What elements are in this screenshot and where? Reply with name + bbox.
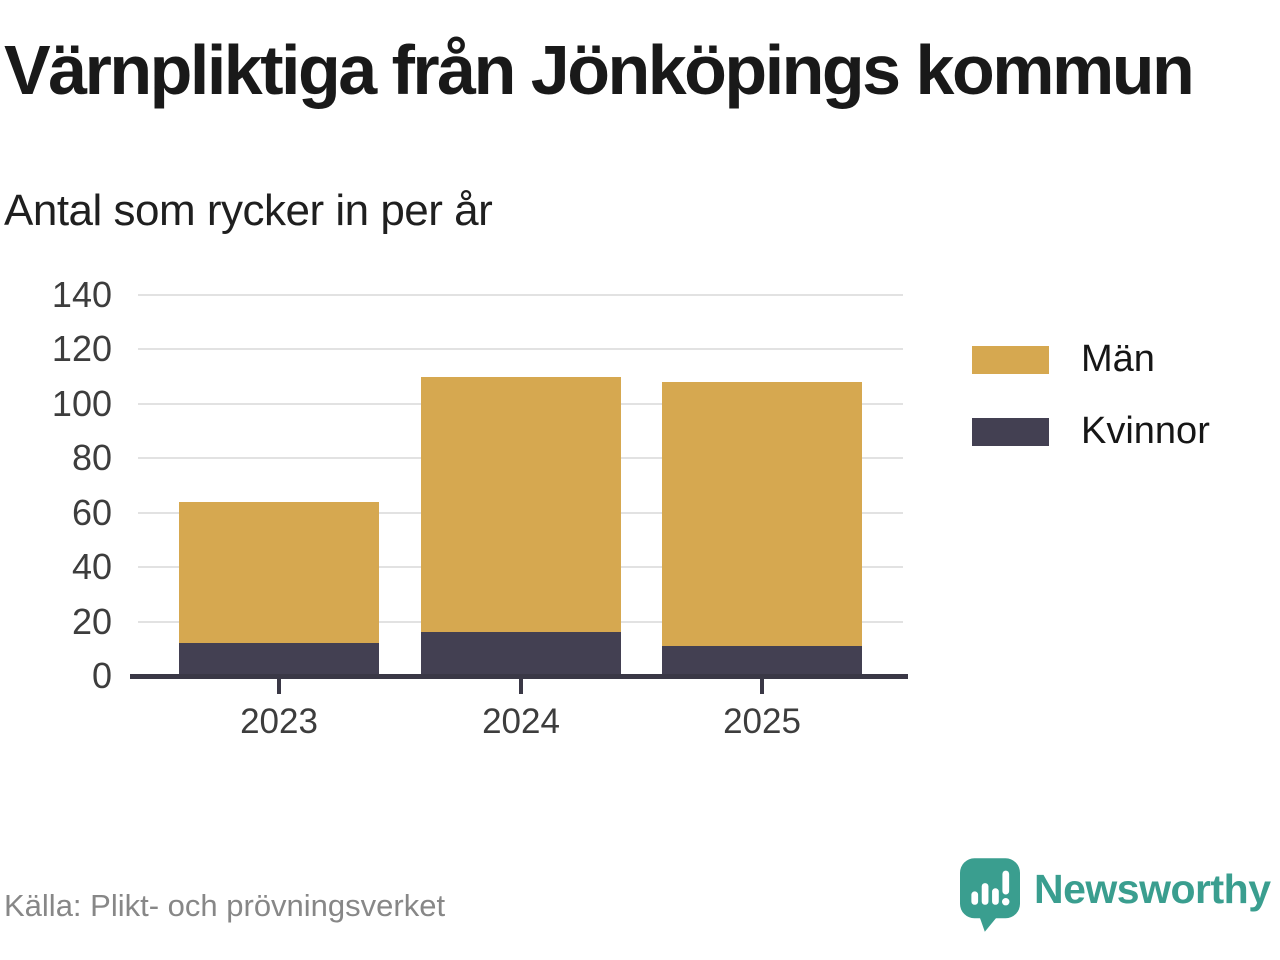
x-axis-tick-2023 — [277, 679, 281, 694]
x-axis-label-2025: 2025 — [723, 702, 801, 741]
legend-item-kvinnor: Kvinnor — [972, 410, 1210, 453]
y-axis-label-80: 80 — [71, 437, 112, 479]
legend-item-män: Män — [972, 338, 1210, 381]
y-axis-label-20: 20 — [71, 600, 112, 642]
legend-label-kvinnor: Kvinnor — [1081, 410, 1210, 452]
bar-2023-kvinnor — [179, 643, 379, 676]
x-axis-tick-2024 — [519, 679, 523, 694]
legend-swatch-män — [972, 345, 1049, 374]
x-axis-label-2024: 2024 — [482, 702, 560, 741]
brand-logo: Newsworthy — [958, 856, 1278, 936]
y-axis-label-60: 60 — [71, 491, 112, 533]
legend-swatch-kvinnor — [972, 417, 1049, 446]
bar-2023-män — [179, 501, 379, 644]
y-axis-label-100: 100 — [51, 382, 112, 424]
y-axis-label-40: 40 — [71, 546, 112, 588]
source-note: Källa: Plikt- och prövningsverket — [4, 888, 446, 923]
brand-name: Newsworthy — [1034, 866, 1271, 912]
chart-subtitle: Antal som rycker in per år — [4, 186, 493, 235]
chart-title: Värnpliktiga från Jönköpings kommun — [4, 31, 1195, 109]
bar-2025-kvinnor — [662, 646, 862, 676]
x-axis-tick-2025 — [760, 679, 764, 694]
y-axis-label-140: 140 — [51, 274, 112, 315]
y-axis-label-0: 0 — [91, 655, 112, 696]
gridline-140 — [138, 294, 903, 296]
legend: Män Kvinnor — [972, 338, 1210, 482]
newsworthy-logo-icon — [960, 858, 1020, 932]
x-axis-label-2023: 2023 — [240, 702, 318, 741]
bar-2024-kvinnor — [421, 632, 621, 676]
gridline-120 — [138, 348, 903, 351]
y-axis-label-120: 120 — [51, 328, 112, 370]
bar-2025-män — [662, 382, 862, 647]
bar-2024-män — [421, 376, 621, 633]
legend-label-män: Män — [1081, 338, 1155, 380]
x-axis-line — [130, 674, 908, 679]
